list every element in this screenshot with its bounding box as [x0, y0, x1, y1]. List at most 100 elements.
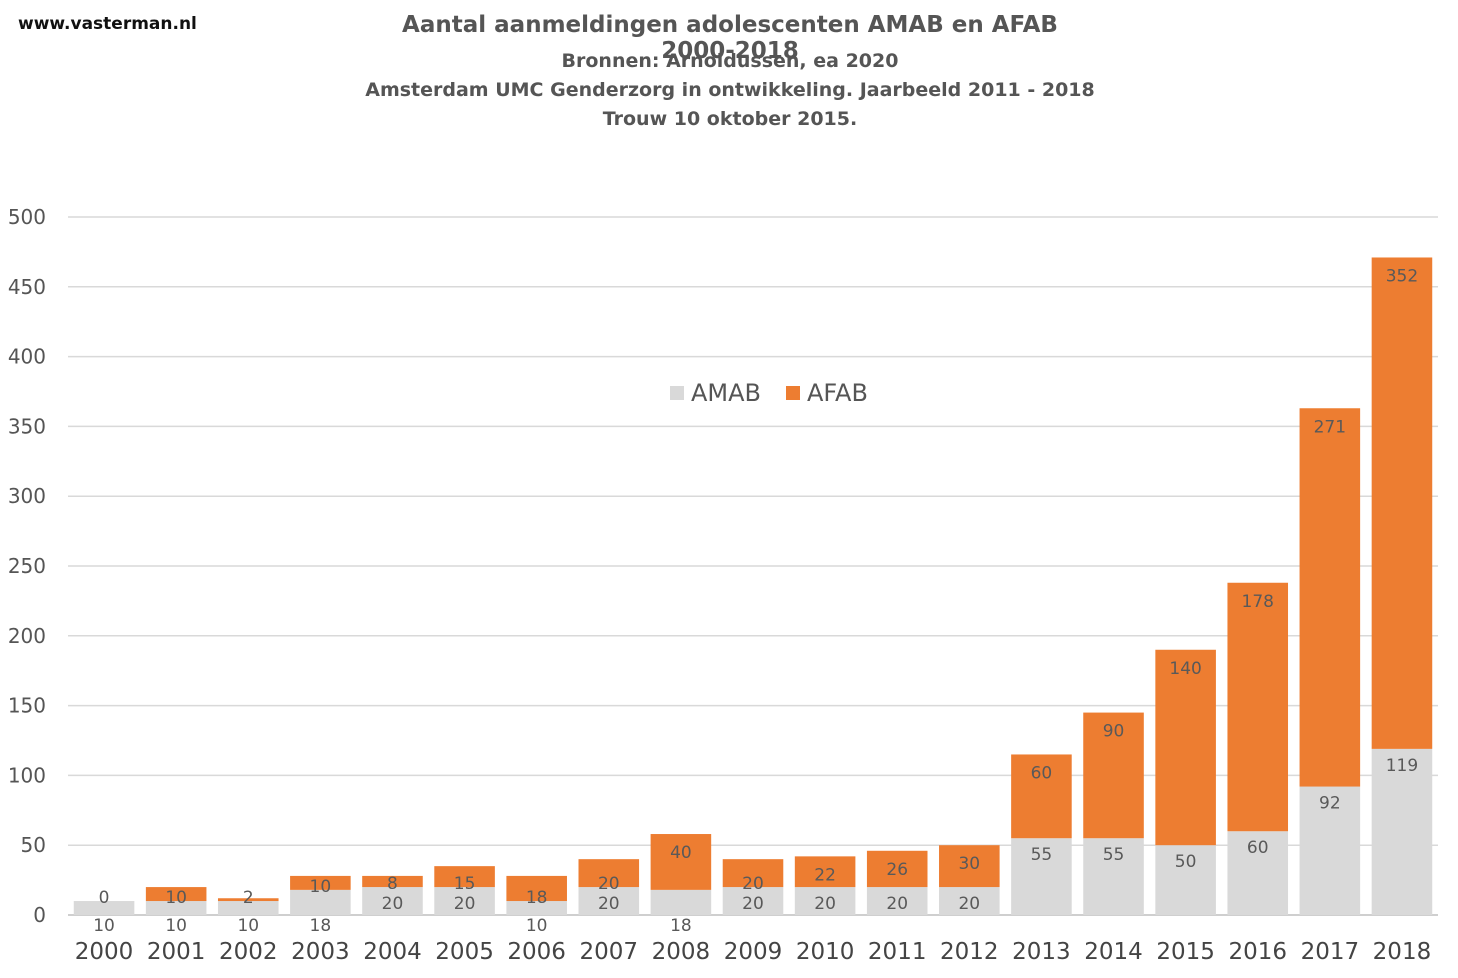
x-tick-label: 2017 — [1301, 939, 1360, 965]
chart-subtitle-trouw: Trouw 10 oktober 2015. — [602, 108, 858, 130]
y-tick-label: 100 — [8, 763, 46, 787]
data-label-afab-2015: 140 — [1169, 659, 1201, 679]
chart-subtitle-sources: Bronnen: Arnoldussen, ea 2020 — [561, 50, 899, 72]
y-tick-label: 450 — [8, 275, 46, 299]
data-label-amab-2007: 20 — [598, 894, 620, 914]
data-label-amab-2005: 20 — [454, 894, 476, 914]
bar-afab-2016 — [1227, 582, 1289, 832]
bar-amab-2003 — [290, 889, 351, 915]
x-tick-label: 2004 — [363, 939, 422, 965]
bar-afab-2005 — [434, 866, 495, 888]
data-label-amab-2016: 60 — [1247, 838, 1269, 858]
bar-amab-2014 — [1083, 838, 1144, 915]
data-label-amab-2003: 18 — [310, 916, 332, 936]
bar-amab-2018 — [1371, 748, 1433, 915]
data-label-afab-2004: 8 — [387, 874, 398, 894]
data-label-amab-2013: 55 — [1031, 845, 1053, 865]
data-label-amab-2000: 10 — [93, 916, 115, 936]
y-tick-label: 200 — [8, 624, 46, 648]
data-label-afab-2016: 178 — [1242, 592, 1274, 612]
y-tick-label: 150 — [8, 694, 46, 718]
legend-swatch-afab — [786, 386, 800, 400]
x-tick-label: 2012 — [940, 939, 999, 965]
bar-afab-2003 — [290, 875, 351, 890]
x-tick-label: 2014 — [1084, 939, 1143, 965]
y-tick-label: 0 — [33, 903, 46, 927]
data-label-amab-2011: 20 — [886, 894, 908, 914]
bar-amab-2016 — [1227, 831, 1289, 915]
data-label-afab-2000: 0 — [99, 888, 110, 908]
data-label-amab-2002: 10 — [237, 916, 259, 936]
data-label-amab-2017: 92 — [1319, 794, 1341, 814]
y-axis: 0 50 100 150 200 250 300 350 400 450 500 — [8, 205, 46, 927]
x-tick-label: 2018 — [1373, 939, 1432, 965]
data-label-afab-2014: 90 — [1103, 722, 1125, 742]
x-tick-label: 2009 — [724, 939, 783, 965]
x-tick-label: 2010 — [796, 939, 855, 965]
bar-amab-2010 — [794, 887, 856, 915]
y-tick-label: 350 — [8, 414, 46, 438]
data-label-afab-2002: 2 — [243, 888, 254, 908]
bar-afab-2008 — [650, 834, 712, 890]
bar-afab-2011 — [866, 850, 928, 888]
x-tick-label: 2000 — [75, 939, 134, 965]
bar-amab-2007 — [578, 887, 640, 915]
bar-afab-2010 — [794, 856, 856, 888]
x-tick-label: 2006 — [507, 939, 566, 965]
bar-amab-2005 — [434, 887, 495, 915]
y-tick-label: 250 — [8, 554, 46, 578]
bar-amab-2006 — [506, 901, 567, 915]
x-tick-label: 2013 — [1012, 939, 1071, 965]
data-label-amab-2018: 119 — [1386, 756, 1418, 776]
data-label-afab-2007: 20 — [598, 874, 620, 894]
x-tick-label: 2016 — [1228, 939, 1287, 965]
bar-afab-2018 — [1371, 257, 1433, 749]
data-label-amab-2008: 18 — [670, 916, 692, 936]
data-label-afab-2010: 22 — [814, 865, 836, 885]
y-tick-label: 300 — [8, 484, 46, 508]
x-tick-label: 2007 — [580, 939, 639, 965]
bar-afab-2002 — [217, 898, 279, 902]
bar-amab-2012 — [939, 887, 1000, 915]
bar-afab-2012 — [939, 845, 1000, 888]
bar-amab-2002 — [217, 901, 279, 915]
bar-afab-2017 — [1299, 408, 1361, 787]
x-tick-label: 2011 — [868, 939, 927, 965]
bar-amab-2009 — [722, 887, 784, 915]
data-label-amab-2004: 20 — [382, 894, 404, 914]
bar-afab-2013 — [1011, 754, 1072, 839]
data-label-afab-2006: 18 — [526, 888, 548, 908]
bar-amab-2001 — [145, 901, 207, 915]
bar-afab-2006 — [506, 875, 567, 902]
bar-afab-2014 — [1083, 712, 1144, 839]
data-label-afab-2012: 30 — [958, 854, 980, 874]
bars — [73, 257, 1433, 915]
bar-amab-2011 — [866, 887, 928, 915]
x-tick-label: 2015 — [1156, 939, 1215, 965]
bar-afab-2009 — [722, 859, 784, 888]
x-tick-label: 2005 — [435, 939, 494, 965]
bar-amab-2015 — [1155, 845, 1216, 915]
bar-amab-2008 — [650, 889, 712, 915]
bar-afab-2004 — [362, 875, 423, 888]
data-label-amab-2010: 20 — [814, 894, 836, 914]
data-label-amab-2015: 50 — [1175, 852, 1197, 872]
data-label-afab-2009: 20 — [742, 874, 764, 894]
bar-afab-2001 — [145, 887, 207, 902]
x-tick-label: 2001 — [147, 939, 206, 965]
x-tick-label: 2008 — [652, 939, 711, 965]
data-label-amab-2014: 55 — [1103, 845, 1125, 865]
legend: AMAB AFAB — [670, 379, 868, 407]
data-label-afab-2008: 40 — [670, 843, 692, 863]
data-label-amab-2009: 20 — [742, 894, 764, 914]
x-axis: 2000 2001 2002 2003 2004 2005 2006 2007 2008 2009… — [75, 939, 1431, 965]
data-label-afab-2001: 10 — [165, 888, 187, 908]
x-tick-label: 2003 — [291, 939, 350, 965]
bar-amab-2004 — [362, 887, 423, 915]
data-label-amab-2012: 20 — [958, 894, 980, 914]
data-label-amab-2001: 10 — [165, 916, 187, 936]
site-url: www.vasterman.nl — [18, 14, 197, 34]
y-tick-label: 50 — [21, 833, 46, 857]
x-tick-label: 2002 — [219, 939, 278, 965]
